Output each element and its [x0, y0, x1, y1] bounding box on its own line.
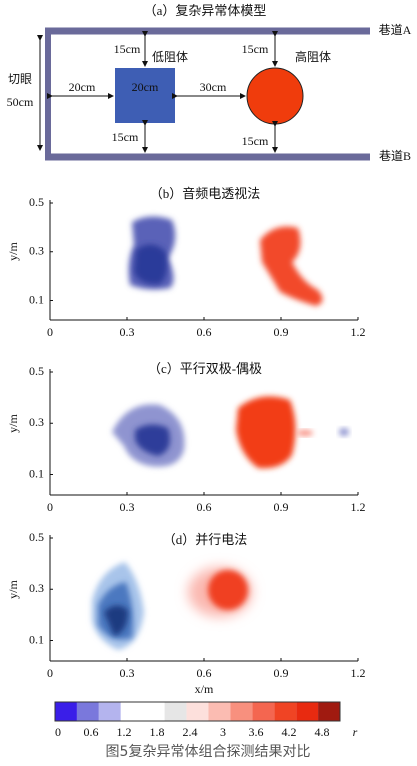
x-tick-label: 1.2 [351, 325, 366, 339]
x-tick-label: 0.6 [197, 666, 212, 680]
y-tick-label: 0.1 [29, 632, 44, 646]
x-tick-label: 1.2 [351, 500, 366, 514]
x-tick-label: 0.9 [274, 325, 289, 339]
result-d [92, 562, 252, 650]
y-tick-label: 0.1 [29, 292, 44, 306]
panel-title: （a）复杂异常体模型 [144, 3, 267, 18]
y-tick-label: 0.5 [29, 530, 44, 544]
colorbar-cell [120, 702, 143, 721]
colorbar-cell [296, 702, 319, 721]
y-axis-label: y/m [6, 414, 20, 433]
result-b [128, 216, 323, 306]
colorbar-label: 2.4 [183, 725, 198, 739]
x-axis-label: x/m [195, 682, 214, 696]
panel-title: （b）音频电透视法 [150, 186, 261, 201]
dimension: 15cm [242, 42, 269, 56]
roadway-label: 巷道A [379, 23, 412, 37]
dimension: 15cm [112, 130, 139, 144]
x-tick-label: 0.3 [120, 500, 135, 514]
colorbar-cell [142, 702, 165, 721]
colorbar-cell [186, 702, 209, 721]
result-c [112, 396, 349, 469]
x-tick-label: 0.9 [274, 500, 289, 514]
x-tick-label: 0.6 [197, 500, 212, 514]
dimension: 20cm [132, 80, 159, 94]
colorbar-unit: r [353, 725, 358, 739]
colorbar-cell [252, 702, 275, 721]
colorbar-label: 3.6 [249, 725, 264, 739]
colorbar-cell [274, 702, 297, 721]
colorbar-cell [76, 702, 99, 721]
y-tick-label: 0.3 [29, 244, 44, 258]
y-tick-label: 0.3 [29, 415, 44, 429]
roadway-label: 巷道B [379, 149, 411, 163]
colorbar-label: 4.2 [282, 725, 297, 739]
panel-title: （c）平行双极-偶极 [148, 361, 262, 376]
colorbar-cell [318, 702, 340, 721]
colorbar-cell [208, 702, 231, 721]
y-tick-label: 0.5 [29, 364, 44, 378]
colorbar-label: 0.6 [84, 725, 99, 739]
x-tick-label: 0.3 [120, 325, 135, 339]
y-axis-label: y/m [6, 580, 20, 599]
model-diagram [37, 27, 370, 161]
colorbar-cell [55, 702, 77, 721]
colorbar-cell [164, 702, 187, 721]
colorbar-cell [230, 702, 253, 721]
dimension: 15cm [242, 134, 269, 148]
body-label: 低阻体 [152, 50, 188, 64]
colorbar-label: 4.8 [315, 725, 330, 739]
colorbar-cell [98, 702, 121, 721]
dimension: 15cm [114, 42, 141, 56]
x-tick-label: 0.6 [197, 325, 212, 339]
y-tick-label: 0.5 [29, 195, 44, 209]
x-tick-label: 1.2 [351, 666, 366, 680]
panel-title: （d）并行电法 [163, 532, 248, 547]
y-tick-label: 0.1 [29, 466, 44, 480]
y-axis-label: y/m [6, 242, 20, 261]
colorbar-label: 0 [55, 725, 61, 739]
x-tick-label: 0 [47, 666, 53, 680]
dimension: 20cm [69, 80, 96, 94]
dimension: 30cm [200, 80, 227, 94]
body-label: 高阻体 [295, 49, 331, 64]
x-tick-label: 0 [47, 500, 53, 514]
x-tick-label: 0.9 [274, 666, 289, 680]
y-tick-label: 0.3 [29, 581, 44, 595]
caption: 图5复杂异常体组合探测结果对比 [106, 743, 311, 760]
colorbar-label: 3 [220, 725, 226, 739]
cut-label: 切眼 [8, 72, 32, 86]
colorbar-label: 1.2 [117, 725, 132, 739]
colorbar-frame [54, 701, 341, 722]
cut-width: 50cm [7, 95, 34, 109]
x-tick-label: 0.3 [120, 666, 135, 680]
colorbar-label: 1.8 [150, 725, 165, 739]
x-tick-label: 0 [47, 325, 53, 339]
